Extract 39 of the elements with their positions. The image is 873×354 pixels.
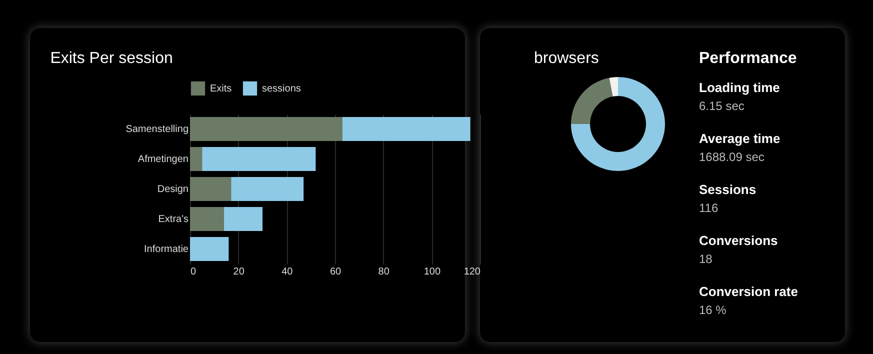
chart-title: Exits Per session <box>50 50 173 67</box>
bar <box>190 237 229 261</box>
legend-label: sessions <box>262 83 301 94</box>
text: Conversions <box>699 233 779 248</box>
x-tick-label: 40 <box>282 266 294 278</box>
bar <box>190 117 342 141</box>
donut-slice <box>571 77 665 171</box>
donut-slice <box>609 77 618 96</box>
text: 16 % <box>699 303 728 317</box>
y-tick-label: Design <box>157 184 188 195</box>
bar <box>224 207 262 231</box>
text: 6.15 sec <box>699 99 746 113</box>
text: 18 <box>699 252 714 266</box>
text: Performance <box>699 50 798 68</box>
text: Average time <box>699 131 782 146</box>
bar <box>342 117 470 141</box>
bar <box>190 177 232 201</box>
y-tick-label: Afmetingen <box>138 154 188 165</box>
bar <box>190 147 202 171</box>
legend-label: Exits <box>210 83 232 94</box>
text: 1688.09 sec <box>699 150 766 164</box>
text: Sessions <box>699 182 758 197</box>
y-tick-label: Samenstelling <box>126 124 188 135</box>
text: Conversion rate <box>699 284 799 299</box>
y-tick-label: Informatie <box>144 244 189 255</box>
x-tick-label: 120 <box>464 266 481 278</box>
x-tick-label: 80 <box>378 266 390 278</box>
chart-title: browsers <box>534 50 599 67</box>
bar <box>231 177 304 201</box>
y-tick-label: Extra's <box>158 214 188 225</box>
x-tick-label: 100 <box>424 266 441 278</box>
bar <box>202 147 316 171</box>
text: Loading time <box>699 80 781 95</box>
x-tick-label: 60 <box>330 266 342 278</box>
text: 116 <box>699 201 720 215</box>
donut-slice <box>571 78 613 124</box>
x-tick-label: 20 <box>233 266 245 278</box>
bar <box>190 207 224 231</box>
x-tick-label: 0 <box>190 266 196 278</box>
